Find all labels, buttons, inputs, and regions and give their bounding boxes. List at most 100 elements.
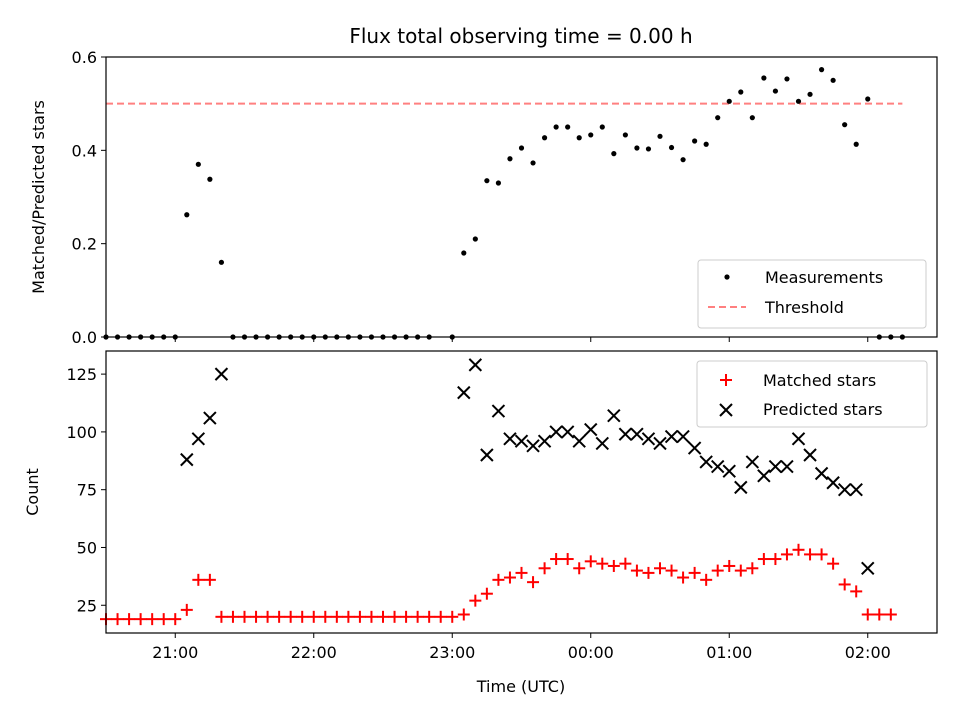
matched-star-point (780, 548, 793, 561)
matched-star-point (665, 564, 678, 577)
measurement-point (865, 96, 871, 102)
matched-star-point (319, 610, 332, 623)
measurement-point (495, 180, 502, 186)
matched-star-point (573, 562, 586, 575)
predicted-star-point (768, 459, 783, 474)
matched-star-point (550, 553, 563, 566)
legend-marker-measurements (724, 274, 730, 280)
matched-star-point (111, 613, 124, 626)
predicted-star-point (595, 436, 609, 451)
matched-star-point (596, 557, 609, 570)
matched-star-point (757, 553, 770, 566)
predicted-star-point (572, 434, 586, 448)
measurement-point (541, 135, 548, 141)
matched-star-point (619, 557, 632, 570)
predicted-star-point (514, 434, 529, 448)
predicted-star-point (791, 432, 806, 446)
matched-star-point (423, 610, 436, 623)
matched-star-point (284, 610, 297, 623)
legend-label-threshold: Threshold (764, 298, 844, 317)
matched-star-point (654, 562, 666, 575)
matched-star-point (157, 613, 170, 626)
matched-star-point (457, 608, 470, 621)
measurement-point (738, 89, 744, 95)
measurement-point (576, 135, 582, 141)
matched-star-point (146, 613, 159, 626)
matched-star-point (861, 608, 874, 621)
bottom-plot-area: 25 50 75 100 125 21:00 22:00 23:00 00:00 01:00 02:… (66, 358, 897, 662)
matched-star-point (238, 610, 251, 623)
matched-star-point (503, 571, 516, 584)
bottom-x-tick-label: 22:00 (291, 643, 337, 662)
matched-star-point (330, 610, 343, 623)
bottom-x-tick-label: 00:00 (568, 643, 614, 662)
matched-star-point (492, 573, 505, 586)
predicted-star-point (676, 429, 690, 444)
matched-star-point (353, 610, 366, 623)
predicted-star-point (457, 385, 471, 400)
matched-star-point (273, 610, 286, 623)
bottom-y-tick-label: 50 (77, 538, 97, 557)
predicted-star-point (549, 425, 563, 439)
matched-star-point (838, 578, 851, 591)
measurement-point (784, 76, 790, 82)
predicted-star-point (526, 439, 540, 453)
bottom-x-tick-label: 01:00 (706, 643, 752, 662)
predicted-star-point (537, 434, 552, 448)
predicted-star-point (861, 561, 875, 575)
predicted-star-point (814, 466, 829, 481)
measurement-point (703, 141, 709, 147)
measurement-point (599, 124, 605, 130)
matched-star-point (884, 608, 897, 621)
measurement-point (507, 156, 513, 162)
matched-star-point (226, 610, 239, 623)
measurement-point (749, 115, 755, 121)
top-y-tick-label: 0.4 (72, 141, 97, 160)
predicted-star-point (560, 425, 575, 439)
measurement-point (553, 124, 559, 130)
legend-label-measurements: Measurements (765, 268, 883, 287)
matched-star-point (873, 608, 886, 621)
matched-star-point (469, 594, 482, 607)
legend-label-predicted-stars: Predicted stars (763, 400, 883, 419)
measurement-point (530, 160, 536, 166)
measurement-point (668, 144, 675, 151)
top-y-axis-label: Matched/Predicted stars (29, 100, 48, 294)
matched-star-point (630, 564, 643, 577)
measurement-point (195, 161, 201, 167)
bottom-x-tick-label: 02:00 (845, 643, 891, 662)
measurement-point (472, 236, 478, 242)
matched-star-point (365, 610, 378, 623)
matched-star-point (711, 564, 724, 577)
matched-star-point (480, 587, 493, 600)
bottom-x-tick-label: 23:00 (429, 643, 475, 662)
matched-star-point (203, 573, 216, 586)
measurement-point (692, 138, 698, 144)
predicted-star-point (203, 411, 217, 425)
measurement-point (634, 145, 640, 151)
predicted-star-point (641, 432, 656, 446)
matched-star-point (515, 566, 528, 579)
matched-star-point (804, 548, 817, 561)
predicted-star-point (191, 432, 206, 446)
predicted-star-point (630, 427, 644, 441)
matched-star-point (400, 610, 413, 623)
predicted-star-point (607, 409, 621, 423)
measurement-point (726, 98, 732, 104)
matched-star-point (734, 564, 747, 577)
predicted-star-point (745, 455, 760, 469)
measurement-point (518, 145, 525, 151)
predicted-star-point (491, 404, 506, 418)
legend-marker-matched-stars (720, 374, 732, 386)
measurement-point (830, 77, 836, 83)
bottom-x-tick-label: 21:00 (152, 643, 198, 662)
predicted-star-point (480, 448, 494, 462)
matched-star-point (446, 610, 459, 623)
top-axes-frame (105, 56, 938, 338)
predicted-star-point (711, 459, 725, 474)
measurement-point (657, 133, 663, 139)
matched-star-point (769, 553, 782, 566)
predicted-star-point (849, 482, 863, 497)
bottom-legend: Matched stars Predicted stars (696, 360, 928, 428)
